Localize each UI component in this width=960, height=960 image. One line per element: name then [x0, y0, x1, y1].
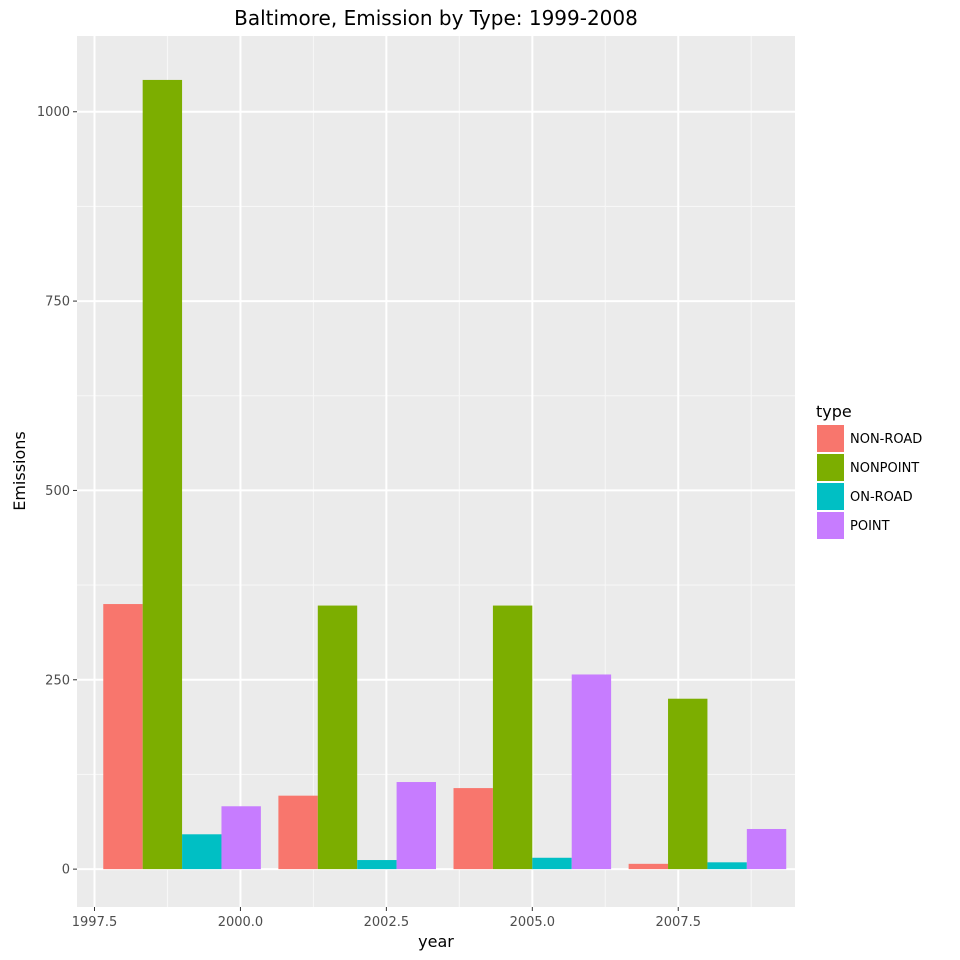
bar-on-road-2005 — [532, 857, 572, 870]
legend-key-non-road — [817, 425, 844, 452]
y-tick-label: 750 — [45, 295, 70, 310]
bar-point-2005 — [571, 674, 612, 870]
bar-on-road-1999 — [182, 834, 222, 870]
bar-point-2002 — [396, 782, 436, 870]
legend-title: type — [816, 402, 852, 421]
y-tick-label: 250 — [45, 673, 70, 688]
x-axis: 1997.5 2000.0 2002.5 2005.0 2007.5 — [72, 907, 701, 930]
legend-key-on-road — [817, 483, 844, 510]
legend-label: POINT — [850, 519, 890, 534]
legend-key-nonpoint — [817, 454, 844, 481]
bars — [103, 79, 787, 870]
legend-label: NONPOINT — [850, 461, 919, 476]
bar-point-2008 — [746, 828, 787, 870]
bar-on-road-2008 — [707, 862, 747, 870]
bar-non-road-2008 — [628, 863, 669, 870]
y-tick-label: 0 — [62, 863, 70, 878]
legend-key-point — [817, 512, 844, 539]
bar-non-road-2002 — [278, 795, 318, 870]
bar-nonpoint-2008 — [668, 698, 708, 870]
minor-gridlines — [77, 36, 795, 907]
bar-non-road-1999 — [103, 604, 143, 870]
y-tick-label: 1000 — [37, 105, 70, 120]
bar-nonpoint-1999 — [142, 79, 183, 870]
legend: type NON-ROAD NONPOINT ON-ROAD POINT — [816, 402, 922, 539]
bar-nonpoint-2005 — [492, 605, 533, 870]
legend-label: NON-ROAD — [850, 432, 922, 447]
legend-label: ON-ROAD — [850, 490, 913, 505]
x-axis-title: year — [418, 932, 454, 951]
bar-nonpoint-2002 — [317, 605, 358, 870]
x-tick-label: 2000.0 — [218, 915, 264, 930]
x-tick-label: 2007.5 — [656, 915, 702, 930]
x-tick-label: 1997.5 — [72, 915, 118, 930]
bar-point-1999 — [221, 806, 261, 870]
bar-on-road-2002 — [357, 860, 397, 870]
y-tick-label: 500 — [45, 484, 70, 499]
y-axis: 0 250 500 750 1000 — [37, 105, 77, 878]
x-tick-label: 2002.5 — [364, 915, 410, 930]
y-axis-title: Emissions — [10, 431, 29, 511]
x-tick-label: 2005.0 — [510, 915, 556, 930]
bar-non-road-2005 — [453, 788, 493, 870]
chart-title: Baltimore, Emission by Type: 1999-2008 — [234, 6, 638, 30]
